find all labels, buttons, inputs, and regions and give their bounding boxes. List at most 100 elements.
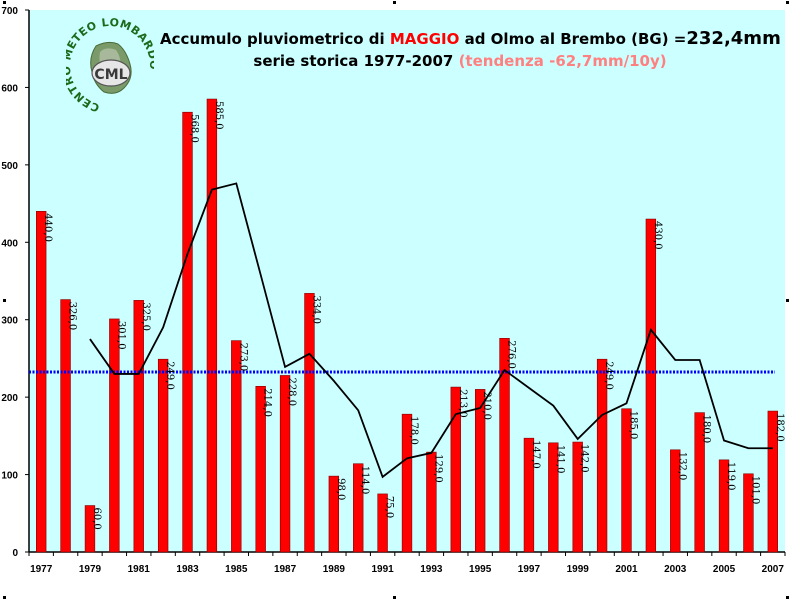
bar	[621, 408, 632, 553]
bar-data-label: 98,0	[335, 478, 346, 500]
y-tick-label: 400	[1, 238, 18, 249]
frame-mark	[3, 596, 6, 599]
bar	[743, 473, 754, 553]
bar	[84, 505, 96, 553]
x-tick-label: 1993	[420, 564, 443, 575]
subtitle-main: serie storica 1977-2007	[253, 52, 459, 70]
bar	[304, 293, 315, 553]
x-tick-label: 1985	[225, 564, 248, 575]
bar	[157, 358, 169, 553]
trend-line-group	[89, 182, 773, 479]
bar	[279, 375, 291, 553]
bar-data-label: 301,0	[115, 321, 126, 350]
bar	[231, 340, 242, 553]
bar	[401, 413, 413, 553]
frame-mark	[786, 1, 789, 4]
frame-mark	[786, 299, 789, 302]
logo-center-text: CML	[94, 67, 127, 83]
bar	[109, 318, 120, 553]
x-tick-label: 1979	[79, 564, 102, 575]
bar-data-label: 75,0	[384, 496, 395, 518]
trend-line	[89, 182, 773, 479]
bar-series	[36, 98, 778, 553]
frame-mark	[393, 1, 396, 4]
bar-data-label: 210,0	[481, 391, 492, 420]
y-tick-label: 100	[1, 471, 18, 482]
x-tick-label: 1981	[128, 564, 151, 575]
title-value: 232,4mm	[686, 28, 781, 49]
y-tick-label: 500	[1, 161, 18, 172]
x-tick-label: 2003	[664, 564, 687, 575]
chart-subtitle: serie storica 1977-2007 (tendenza -62,7m…	[160, 52, 760, 70]
x-tick-label: 2001	[615, 564, 638, 575]
bar-data-label: 273,0	[237, 343, 248, 372]
bar	[694, 412, 705, 553]
bar-data-label: 132,0	[676, 452, 687, 481]
y-tick-label: 200	[1, 393, 18, 404]
data-labels: 440,0 326,0 60,0 301,0 325,0 249,0 568,0 585,0 2…	[42, 101, 785, 530]
x-tick-label: 1995	[469, 564, 492, 575]
bar-data-label: 142,0	[579, 444, 590, 473]
bar	[328, 475, 340, 553]
bar	[767, 410, 778, 553]
bar	[523, 437, 535, 553]
bar	[450, 386, 461, 553]
bar	[60, 299, 71, 553]
bar-data-label: 249,0	[603, 361, 614, 390]
bar-data-label: 185,0	[627, 411, 638, 440]
bar-data-label: 141,0	[554, 445, 565, 474]
bar-data-label: 178,0	[408, 416, 419, 445]
frame-mark	[786, 596, 789, 599]
bar-data-label: 585,0	[213, 101, 224, 130]
chart-title: Accumulo pluviometrico di MAGGIO ad Olmo…	[160, 28, 781, 49]
bar-data-label: 228,0	[286, 377, 297, 406]
cml-logo-graphic: CML CENTRO METEO LOMBARDO	[60, 16, 160, 115]
x-tick-label: 1999	[567, 564, 590, 575]
frame-marks	[3, 1, 789, 599]
bar-data-label: 213,0	[457, 389, 468, 418]
x-tick-label: 1977	[30, 564, 53, 575]
bar-data-label: 182,0	[774, 413, 785, 442]
frame-mark	[3, 1, 6, 4]
bar-data-label: 214,0	[262, 388, 273, 417]
bar-data-label: 119,0	[725, 462, 736, 491]
bar	[718, 459, 730, 553]
bar	[645, 218, 657, 553]
bar	[596, 358, 608, 553]
x-tick-label: 1983	[176, 564, 199, 575]
x-tick-label: 1987	[274, 564, 297, 575]
x-tick-label: 2007	[762, 564, 785, 575]
title-mid: ad Olmo al Brembo (BG) =	[459, 30, 687, 48]
bar	[670, 449, 681, 553]
bar-data-label: 147,0	[530, 440, 541, 469]
bar-data-label: 440,0	[42, 213, 53, 242]
bar-data-label: 249,0	[164, 361, 175, 390]
bar	[499, 337, 510, 553]
bar	[182, 111, 193, 553]
cml-logo: CML CENTRO METEO LOMBARDO	[60, 16, 160, 122]
x-tick-label: 1991	[371, 564, 394, 575]
frame-mark	[393, 596, 396, 599]
bar	[572, 441, 583, 553]
bar-data-label: 326,0	[67, 302, 78, 331]
bar-data-label: 180,0	[701, 415, 712, 444]
y-tick-label: 600	[1, 83, 18, 94]
bar	[548, 442, 559, 553]
x-tick-label: 1989	[323, 564, 346, 575]
title-month: MAGGIO	[389, 30, 460, 48]
bar	[474, 389, 486, 553]
tick-labels: 0 100 200 300 400 500 600 700 1977 1979 1981 1983 19…	[1, 6, 784, 575]
x-tick-label: 1997	[518, 564, 541, 575]
bar-data-label: 101,0	[749, 476, 760, 505]
x-tick-label: 2005	[713, 564, 736, 575]
bar	[377, 493, 388, 553]
bar-data-label: 430,0	[652, 221, 663, 250]
title-prefix: Accumulo pluviometrico di	[160, 30, 390, 48]
bar	[36, 211, 47, 553]
bar-data-label: 568,0	[189, 114, 200, 143]
bar	[206, 98, 218, 553]
bar-data-label: 129,0	[432, 454, 443, 483]
bar-data-label: 114,0	[359, 466, 370, 495]
y-tick-label: 300	[1, 316, 18, 327]
